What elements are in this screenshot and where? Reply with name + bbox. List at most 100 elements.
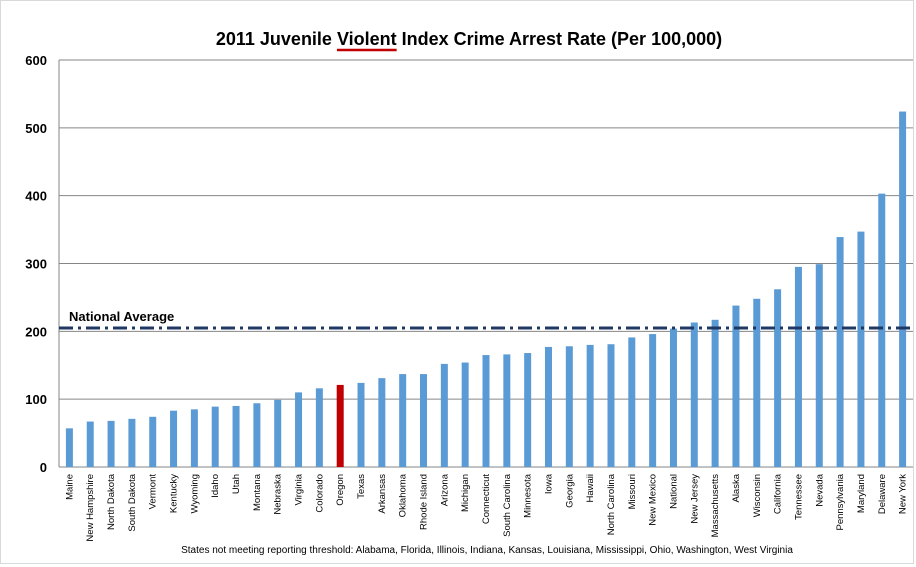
y-tick-label: 500 [25, 121, 47, 136]
x-tick-label: North Dakota [106, 473, 117, 530]
bar [274, 399, 282, 467]
bars [65, 111, 907, 468]
bar [524, 353, 532, 467]
bar [295, 392, 303, 467]
x-tick-label: Rhode Island [419, 474, 430, 530]
x-tick-label: Michigan [460, 474, 471, 512]
x-tick-label: Tennessee [793, 474, 804, 520]
y-axis-ticks: 0 100 200 300 400 500 600 [25, 53, 47, 475]
bar [399, 374, 407, 467]
y-tick-label: 200 [25, 324, 47, 339]
bar [669, 328, 677, 467]
x-tick-label: Arkansas [377, 474, 388, 514]
x-tick-label: Alaska [731, 473, 742, 502]
bar [649, 334, 657, 467]
y-tick-label: 0 [40, 460, 47, 475]
reference-line-group: National Average [59, 309, 911, 330]
bar [836, 237, 844, 467]
x-tick-label: Idaho [210, 474, 221, 498]
y-tick-label: 400 [25, 189, 47, 204]
x-tick-label: Maine [64, 474, 75, 500]
bar [149, 416, 157, 467]
x-tick-label: Arizona [439, 473, 450, 506]
footnote: States not meeting reporting threshold: … [181, 545, 793, 556]
x-tick-label: Georgia [564, 473, 575, 508]
x-tick-label: Iowa [543, 473, 554, 494]
bar [586, 344, 594, 467]
x-tick-label: Delaware [877, 474, 888, 514]
x-tick-label: New York [898, 474, 909, 514]
x-tick-label: New Mexico [648, 474, 659, 526]
x-tick-label: Kentucky [169, 474, 180, 513]
chart-title-before: 2011 Juvenile [216, 29, 337, 49]
chart-title: 2011 Juvenile Violent Index Crime Arrest… [216, 29, 722, 49]
chart-title-emphasis: Violent [337, 29, 397, 49]
y-tick-label: 300 [25, 257, 47, 272]
x-tick-label: Colorado [314, 474, 325, 513]
bar [628, 337, 636, 467]
x-tick-label: Wyoming [189, 474, 200, 514]
bar [190, 409, 198, 467]
bar [128, 418, 136, 467]
x-tick-label: Virginia [294, 473, 305, 505]
bar [86, 421, 94, 467]
x-tick-label: Texas [356, 474, 367, 499]
x-tick-label: South Dakota [127, 473, 138, 531]
bar [420, 374, 428, 467]
x-tick-label: California [773, 473, 784, 514]
x-tick-label: Nebraska [273, 473, 284, 514]
bar [211, 406, 219, 467]
x-tick-label: Pennsylvania [835, 473, 846, 530]
bar [378, 378, 386, 467]
bar [815, 264, 823, 467]
bar [461, 362, 469, 467]
x-tick-label: Wisconsin [752, 474, 763, 517]
x-tick-label: South Carolina [502, 473, 513, 537]
bar [253, 403, 261, 467]
x-tick-label: Maryland [856, 474, 867, 513]
bar [753, 298, 761, 467]
reference-line-label: National Average [69, 309, 174, 324]
y-tick-label: 100 [25, 392, 47, 407]
bar [482, 355, 490, 467]
x-tick-label: New Jersey [689, 474, 700, 524]
bar [899, 111, 907, 468]
x-tick-label: Nevada [814, 473, 825, 506]
bar [315, 388, 323, 467]
bar [690, 322, 698, 467]
x-tick-label: Montana [252, 473, 263, 511]
y-tick-label: 600 [25, 53, 47, 68]
x-tick-label: National [668, 474, 679, 509]
bar [107, 420, 115, 467]
bar [857, 231, 865, 467]
bar [440, 363, 448, 467]
x-tick-label: Oregon [335, 474, 346, 506]
x-tick-label: Utah [231, 474, 242, 494]
bar [503, 354, 511, 467]
bar [732, 305, 740, 467]
bar [232, 405, 240, 467]
x-tick-label: Vermont [148, 474, 159, 510]
bar [357, 382, 365, 467]
bar [544, 346, 552, 467]
bar [170, 410, 178, 467]
bar [65, 428, 73, 467]
bar [711, 319, 719, 467]
bar [774, 289, 782, 467]
chart-title-after: Index Crime Arrest Rate (Per 100,000) [397, 29, 723, 49]
bar [565, 346, 573, 467]
bar [336, 384, 344, 467]
x-tick-label: Massachusetts [710, 474, 721, 538]
x-tick-label: Missouri [627, 474, 638, 509]
x-tick-label: Minnesota [523, 473, 534, 518]
x-tick-label: Hawaii [585, 474, 596, 503]
x-tick-label: New Hampshire [85, 474, 96, 542]
bar [794, 266, 802, 467]
x-tick-label: Connecticut [481, 474, 492, 525]
x-tick-label: Oklahoma [398, 473, 409, 517]
bar [607, 344, 615, 467]
x-axis-ticks: Maine New Hampshire North Dakota South Dako… [64, 473, 908, 541]
bar [878, 193, 886, 467]
